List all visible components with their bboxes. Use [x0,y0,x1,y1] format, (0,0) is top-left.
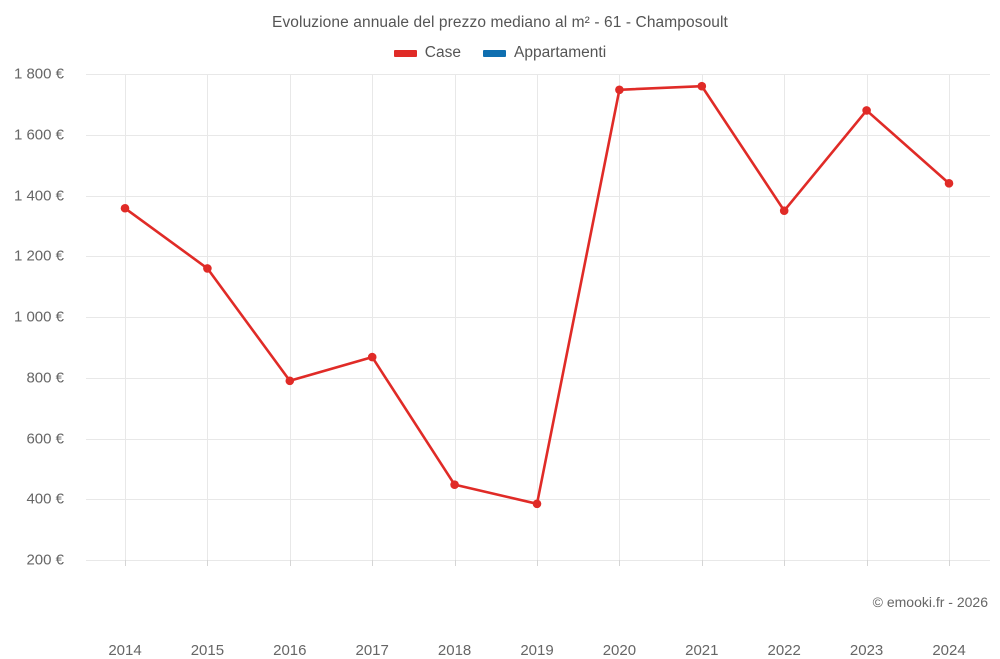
x-axis-tick-mark [125,560,126,566]
legend-label-case: Case [424,44,461,61]
x-axis-tick-label: 2014 [108,642,142,659]
x-axis-tick-mark [784,560,786,566]
gridline-horizontal [86,560,990,561]
gridline-vertical [454,74,456,560]
x-axis-tick-mark [207,560,209,566]
gridline-vertical [701,74,703,560]
plot-area: 1 800 € 1 600 € 1 400 € 1 200 € 1 000 € 800 €… [14,66,990,659]
gridline-horizontal [86,377,990,379]
data-point[interactable] [285,376,295,386]
x-axis-tick-label: 2016 [273,642,307,659]
data-point[interactable] [779,206,789,215]
data-point[interactable] [615,85,624,95]
legend-item-case[interactable]: Case [393,44,461,62]
data-point[interactable] [697,81,707,91]
legend-label-appartamenti: Appartamenti [513,44,607,61]
gridline-vertical [866,74,868,560]
data-point[interactable] [367,352,377,362]
data-point[interactable] [532,499,542,509]
gridline-horizontal [86,134,990,136]
gridline-horizontal [86,74,990,75]
chart-legend: Case Appartamenti [0,44,1000,62]
x-axis-tick-mark [949,560,950,566]
gridline-horizontal [86,317,990,318]
gridline-vertical [537,74,538,560]
gridline-vertical [619,74,621,560]
x-axis-tick-mark [701,560,703,566]
legend-item-appartamenti[interactable]: Appartamenti [482,44,607,62]
data-point[interactable] [203,264,212,273]
x-axis-tick-mark [289,560,291,566]
x-axis-tick-label: 2018 [437,642,472,659]
y-axis-tick-label: 1 200 € [13,247,64,265]
gridline-vertical [125,74,126,560]
x-axis-tick-label: 2015 [190,642,225,659]
x-axis-tick-label: 2022 [767,642,801,659]
series-layer [120,81,954,509]
x-axis-tick-label: 2023 [849,642,884,659]
x-axis-tick-mark [454,560,456,566]
y-axis-tick-label: 400 € [26,490,64,508]
chart-title: Evoluzione annuale del prezzo mediano al… [272,14,728,31]
x-axis-tick-label: 2020 [602,642,637,659]
x-axis-tick-label: 2021 [685,642,719,659]
data-point[interactable] [120,203,130,213]
y-axis-tick-label: 600 € [26,430,64,447]
data-point[interactable] [450,480,459,489]
legend-swatch-case [393,49,417,57]
gridline-vertical [949,74,950,560]
x-axis-tick-mark [866,560,868,566]
y-axis-tick-label: 1 400 € [13,187,64,204]
x-axis-tick-mark [372,560,374,566]
series-line-case [123,84,951,506]
copyright-credit: © emooki.fr - 2026 [872,594,988,610]
data-point[interactable] [862,106,871,115]
gridline-vertical [207,74,209,560]
x-axis-tick-mark [537,560,538,566]
gridline-horizontal [86,195,990,197]
gridline-vertical [372,74,374,560]
gridline-vertical [289,74,291,560]
y-axis-tick-label: 200 € [26,551,64,569]
data-point[interactable] [944,179,954,188]
y-axis-tick-label: 1 000 € [13,308,64,326]
y-axis-tick-label: 800 € [26,369,64,387]
chart-container: Evoluzione annuale del prezzo mediano al… [0,14,1000,659]
y-axis-tick-label: 1 600 € [13,126,64,144]
gridline-horizontal [86,438,990,440]
legend-swatch-appartamenti [482,49,506,57]
x-axis-tick-label: 2019 [520,642,554,659]
x-axis-tick-label: 2024 [932,642,966,659]
gridline-horizontal [86,256,990,258]
y-axis-tick-label: 1 800 € [13,65,64,83]
x-axis-tick-mark [619,560,621,566]
x-axis-tick-label: 2017 [355,642,389,659]
gridline-vertical [784,74,786,560]
